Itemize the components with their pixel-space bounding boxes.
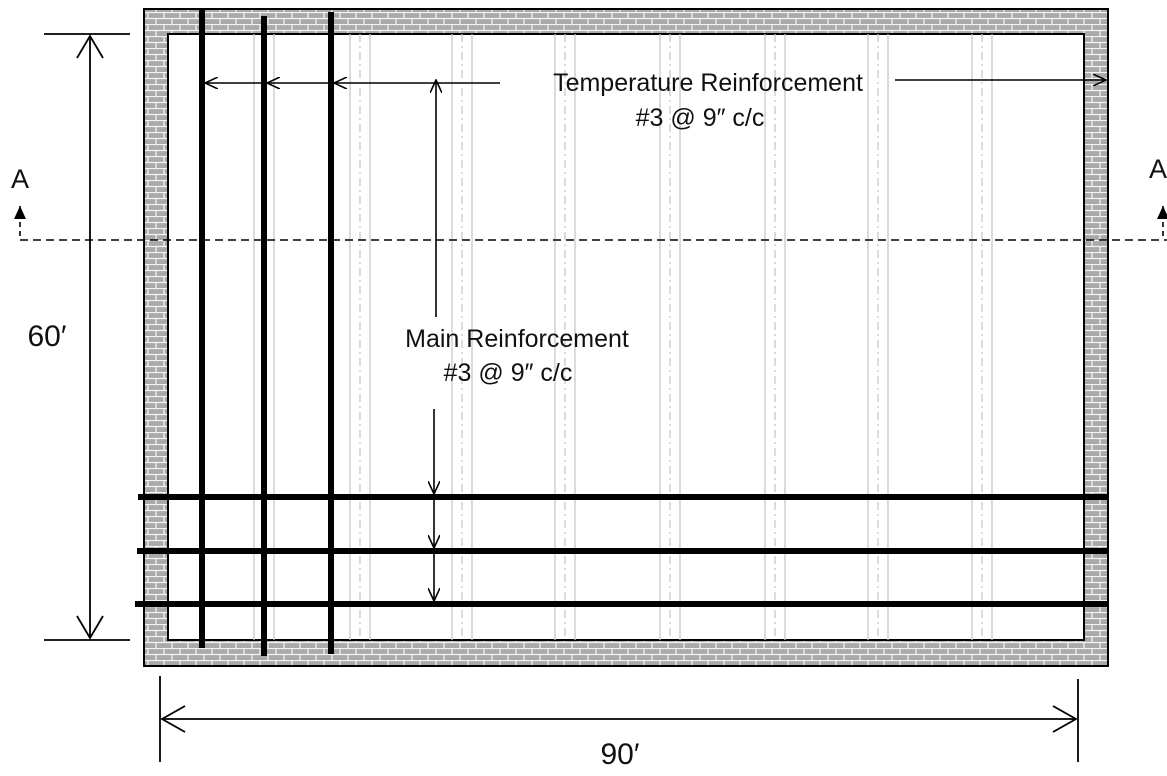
height-dimension [44, 33, 130, 641]
temperature-spacing-arrows [205, 80, 1106, 83]
main-reinforcement-title: Main Reinforcement [405, 325, 629, 353]
main-reinforcement-spec: #3 @ 9″ c/c [444, 359, 573, 387]
temperature-reinforcement-spec: #3 @ 9″ c/c [636, 104, 765, 132]
main-spacing-arrows [434, 80, 436, 601]
temperature-reinforcement-title: Temperature Reinforcement [553, 69, 863, 97]
section-label-right: A [1149, 154, 1167, 184]
height-dimension-label: 60′ [28, 320, 67, 353]
width-dimension [159, 676, 1079, 762]
section-label-left: A [11, 164, 29, 194]
width-dimension-label: 90′ [601, 738, 640, 771]
slab-interior-outline [167, 33, 1085, 641]
